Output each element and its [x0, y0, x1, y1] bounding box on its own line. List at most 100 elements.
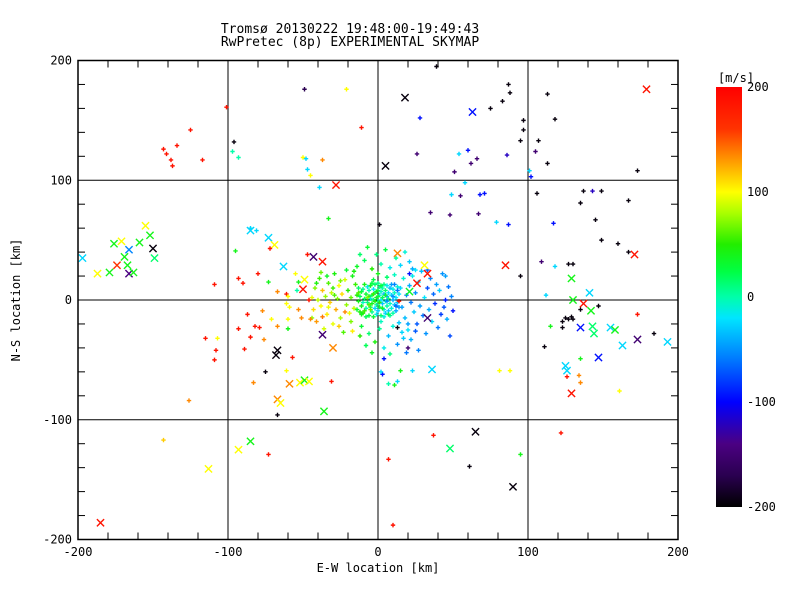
data-point-dot	[318, 270, 324, 275]
data-point-dot	[371, 314, 376, 319]
axis-ticks	[78, 60, 678, 540]
data-point-dot	[317, 276, 322, 281]
data-point-dot	[393, 303, 399, 309]
data-point-dot	[359, 125, 364, 130]
data-point-dot	[365, 284, 370, 290]
data-point-dot	[378, 369, 384, 375]
data-point-dot	[372, 339, 378, 345]
data-point-dot	[494, 219, 499, 225]
data-point-dot	[230, 149, 235, 154]
data-point-dot	[224, 105, 229, 110]
data-point-dot	[626, 198, 631, 203]
data-point-dot	[212, 282, 217, 287]
data-point-dot	[174, 143, 180, 148]
data-point-dot	[437, 288, 442, 293]
data-point-dot	[188, 127, 193, 133]
data-point-dot	[387, 351, 393, 357]
data-point-dot	[566, 261, 571, 267]
data-point-dot	[432, 301, 438, 306]
data-point-dot	[320, 288, 325, 293]
x-tick-label: 100	[517, 545, 539, 559]
data-point-dot	[458, 193, 463, 199]
data-point-dot	[578, 356, 583, 361]
data-point-dot	[356, 298, 361, 304]
data-point-dot	[450, 308, 456, 313]
data-point-dot	[348, 319, 354, 324]
data-point-dot	[236, 326, 241, 331]
data-point-x	[663, 337, 672, 347]
data-point-dot	[527, 168, 532, 173]
data-point-dot	[293, 271, 298, 276]
data-point-dot	[374, 252, 379, 257]
data-point-dot	[378, 297, 384, 303]
data-point-dot	[539, 259, 544, 264]
data-point-dot	[392, 282, 397, 287]
data-point-dot	[213, 348, 219, 353]
data-point-dot	[564, 374, 570, 379]
data-point-dot	[383, 310, 388, 316]
data-point-dot	[381, 356, 387, 361]
data-point-dot	[395, 379, 400, 384]
data-point-dot	[380, 372, 385, 377]
chart-subtitle: RwPretec (8p) EXPERIMENTAL SKYMAP	[221, 35, 479, 50]
data-point-dot	[474, 156, 480, 161]
data-point-dot	[362, 296, 367, 302]
data-point-dot	[569, 314, 574, 319]
data-point-x	[393, 249, 402, 258]
data-point-dot	[395, 325, 400, 330]
data-point-x	[594, 353, 603, 362]
data-point-dot	[578, 380, 583, 385]
plot-frame	[77, 59, 679, 541]
data-point-dot	[255, 271, 261, 276]
data-point-x	[273, 346, 282, 355]
y-tick-label: 0	[65, 293, 72, 307]
data-point-dot	[168, 157, 174, 163]
data-point-dot	[392, 382, 397, 388]
data-point-dot	[425, 285, 430, 291]
data-point-dot	[371, 277, 376, 282]
data-point-dot	[375, 294, 381, 299]
data-point-dot	[399, 304, 405, 310]
data-point-x	[117, 237, 126, 246]
data-point-dot	[447, 212, 453, 218]
data-point-dot	[419, 269, 424, 274]
data-point-dot	[365, 295, 370, 300]
data-point-dot	[335, 296, 340, 302]
data-point-dot	[299, 315, 304, 321]
data-point-dot	[477, 192, 483, 197]
data-point-dot	[440, 271, 445, 276]
y-tick-label: -200	[43, 533, 72, 547]
data-point-dot	[327, 300, 333, 305]
data-point-x	[588, 322, 597, 331]
data-point-dot	[413, 267, 418, 273]
data-point-dot	[357, 309, 363, 315]
data-point-dot	[338, 278, 343, 284]
data-point-dot	[390, 287, 396, 292]
data-point-dot	[365, 245, 370, 250]
data-point-dot	[314, 281, 319, 286]
data-point-dot	[635, 168, 640, 173]
data-point-dot	[330, 321, 336, 327]
data-point-dot	[422, 295, 427, 300]
data-point-dot	[578, 200, 583, 206]
data-point-dot	[363, 291, 369, 297]
data-point-x	[112, 261, 122, 270]
data-point-dot	[443, 273, 448, 279]
data-point-dot	[315, 297, 321, 303]
data-point-dot	[416, 348, 421, 353]
data-point-dot	[350, 328, 355, 334]
data-point-dot	[368, 283, 373, 288]
data-point-dot	[507, 90, 513, 96]
data-point-x	[124, 245, 134, 254]
data-point-dot	[651, 331, 657, 336]
data-point-dot	[533, 149, 538, 154]
data-point-dot	[402, 315, 408, 321]
data-point-x	[246, 437, 255, 446]
data-point-x	[562, 366, 572, 375]
data-point-dot	[444, 316, 450, 322]
data-point-dot	[507, 368, 513, 373]
data-point-dot	[476, 211, 481, 216]
data-point-x	[633, 335, 642, 344]
data-point-dot	[504, 152, 510, 158]
data-point-dot	[548, 324, 553, 329]
